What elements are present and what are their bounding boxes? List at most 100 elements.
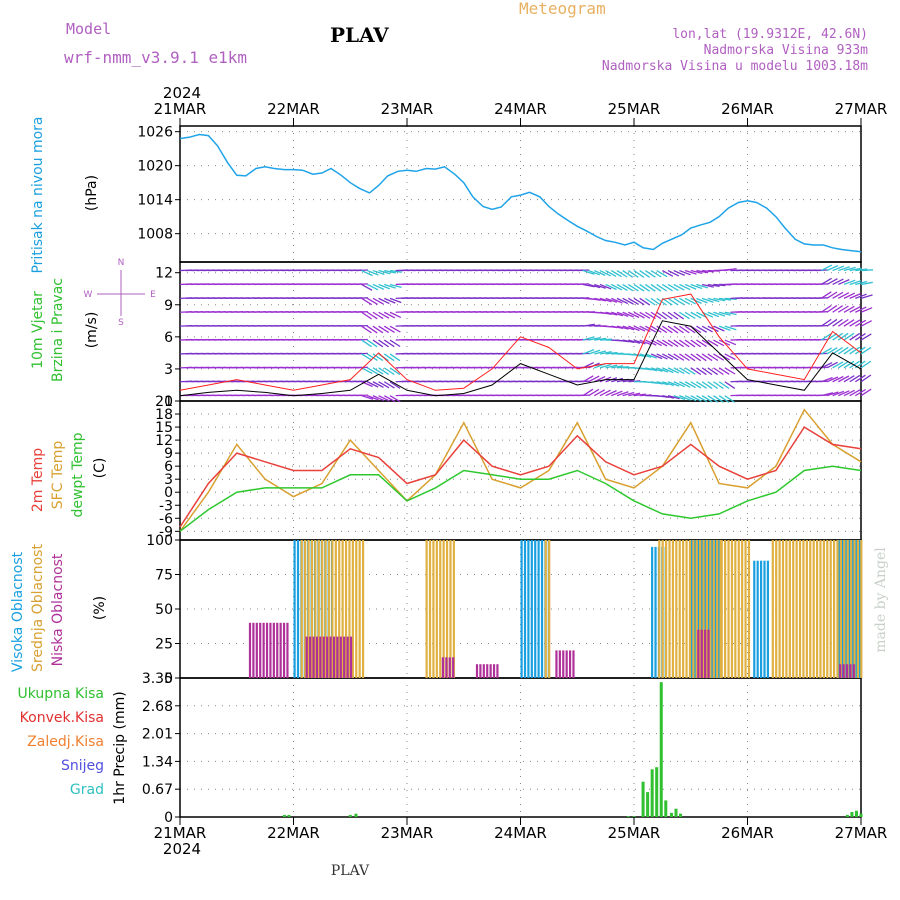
compass-south: S: [118, 318, 124, 328]
wind-arrow: [667, 353, 679, 361]
mid-cloud-bar: [338, 540, 341, 678]
high-cloud-bar: [851, 540, 855, 678]
precip-legend-item: Snijeg: [61, 758, 104, 774]
low-cloud-bar: [336, 636, 339, 678]
wind-arrow: [860, 320, 872, 327]
wind-arrow: [389, 269, 402, 273]
wind-arrow: [383, 325, 395, 333]
wind-arrow: [384, 269, 397, 274]
mid-cloud-bar: [321, 540, 324, 678]
wind-arrow: [673, 367, 685, 375]
wind-arrow: [684, 325, 696, 334]
wind-arrow: [718, 325, 731, 332]
mid-cloud-bar: [805, 540, 808, 678]
wind-arrow: [644, 283, 656, 292]
wind-arrow: [820, 347, 833, 355]
y-tick-label: 9: [164, 298, 173, 314]
low-cloud-bar: [492, 664, 496, 678]
low-cloud-bar: [839, 664, 842, 678]
mid-cloud-bar: [355, 540, 358, 678]
y-tick-label: 0: [164, 810, 173, 826]
mid-cloud-bar: [775, 540, 778, 678]
wind-arrow: [628, 325, 640, 332]
low-cloud-bar: [262, 622, 265, 678]
mid-cloud-bar: [802, 540, 805, 678]
wind-arrow: [832, 390, 845, 397]
temp-title-2m: 2m Temp: [30, 448, 46, 512]
wind-arrow: [611, 297, 623, 304]
wind-arrow: [838, 266, 850, 272]
wind-arrow: [855, 293, 867, 299]
time-tick-label-top: 23MAR: [381, 100, 434, 118]
precip-legend-item: Ukupna Kisa: [17, 686, 104, 702]
model-label: Model: [66, 20, 111, 38]
low-cloud-bar: [346, 636, 349, 678]
wind-arrow: [690, 353, 702, 362]
precip-bar: [354, 813, 358, 817]
wind-arrow: [718, 381, 730, 390]
wind-arrow: [679, 353, 690, 362]
wind-arrow: [843, 332, 855, 341]
low-cloud-bar: [697, 629, 700, 678]
year-top: 2024: [163, 84, 201, 102]
mid-cloud-bar: [334, 540, 337, 678]
low-cloud-bar: [272, 622, 275, 678]
wind-arrow: [724, 267, 737, 272]
wind-title-2: Brzina i Pravac: [50, 278, 66, 382]
low-cloud-bar: [312, 636, 315, 678]
wind-arrow: [673, 283, 685, 291]
wind-arrow: [667, 297, 679, 306]
low-cloud-bar: [329, 636, 332, 678]
wind-arrow: [832, 375, 844, 383]
sfc-temp-line: [179, 408, 862, 532]
wind-arrow: [837, 375, 850, 383]
high-cloud-bar: [523, 540, 527, 678]
mid-cloud-bar: [452, 540, 455, 678]
wind-arrow: [854, 374, 866, 383]
wind-arrow: [707, 353, 719, 362]
mid-cloud-bar: [331, 540, 334, 678]
y-tick-label: 12: [155, 433, 173, 449]
wind-arrow: [821, 376, 833, 383]
mid-cloud-bar: [709, 540, 712, 678]
mid-cloud-bar: [832, 540, 836, 678]
wind-arrow: [832, 265, 845, 272]
wind-arrow: [645, 367, 658, 372]
high-cloud-bar: [717, 540, 721, 678]
wind-arrow: [383, 311, 396, 319]
wind-arrow: [860, 281, 873, 286]
wind-arrow: [633, 270, 645, 278]
wind-arrow: [849, 332, 861, 341]
wind-arrow: [378, 381, 390, 389]
mid-cloud-bar: [839, 540, 842, 678]
wind-arrow: [684, 381, 696, 389]
low-cloud-bar: [486, 664, 489, 678]
wind-arrow: [724, 325, 737, 331]
wind-arrow: [679, 297, 691, 305]
wind-arrow: [383, 395, 396, 403]
wind-arrow: [820, 304, 832, 313]
wind-arrow: [679, 339, 690, 348]
precip-legend-item: Zaledj.Kisa: [27, 734, 104, 750]
wind-arrow: [383, 339, 395, 348]
wind-arrow: [367, 269, 379, 276]
wind-arrow: [679, 381, 691, 388]
mid-cloud-bar: [781, 540, 785, 678]
low-cloud-bar: [842, 664, 845, 678]
y-tick-label: 12: [155, 266, 173, 282]
precip-bar: [646, 792, 650, 817]
wind-arrow: [610, 269, 622, 278]
wind-arrow: [372, 381, 384, 388]
low-cloud-bar: [445, 657, 448, 678]
wind-arrow: [713, 367, 724, 376]
mid-cloud-bar: [860, 540, 863, 678]
wind-arrow: [690, 269, 703, 275]
wind-arrow: [701, 297, 714, 303]
compass-east: E: [150, 290, 156, 300]
cloud-unit: (%): [92, 596, 108, 620]
y-tick-label: 1008: [137, 227, 173, 243]
wind-arrow: [366, 297, 378, 305]
wind-arrow: [690, 381, 702, 389]
wind-arrow: [650, 353, 663, 360]
